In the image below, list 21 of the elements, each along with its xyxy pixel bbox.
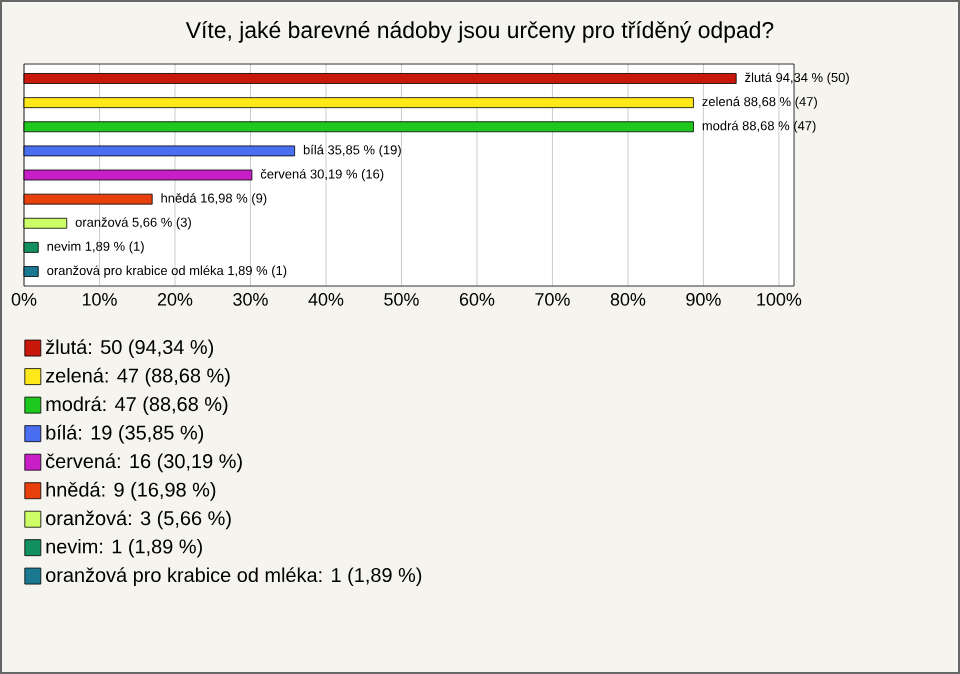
x-tick-label: 40%: [308, 293, 344, 306]
x-tick-label: 10%: [82, 293, 117, 306]
legend-label: oranžová: 3 (5,66 %): [46, 510, 231, 530]
x-tick-label: 20%: [157, 293, 193, 306]
legend-label: nevim: 1 (1,89 %): [46, 538, 202, 558]
x-tick-label: 70%: [535, 293, 570, 306]
x-tick-label: 100%: [757, 293, 802, 306]
legend-label: žlutá: 50 (94,34 %): [46, 339, 214, 359]
x-tick-label: 80%: [610, 293, 646, 306]
legend-label: hnědá: 9 (16,98 %): [46, 481, 216, 501]
legend-label: bílá: 19 (35,85 %): [46, 424, 204, 444]
legend-label: červená: 16 (30,19 %): [46, 453, 242, 473]
chart-title: Víte, jaké barevné nádoby jsou určeny pro tříděný odpad?: [185, 21, 774, 43]
x-tick-label: 90%: [686, 293, 721, 306]
legend-label: oranžová pro krabice od mléka: 1 (1,89 %): [46, 567, 422, 587]
legend-label: zelená: 47 (88,68 %): [46, 367, 230, 387]
legend-label: modrá: 47 (88,68 %): [46, 396, 228, 416]
x-tick-label: 60%: [459, 293, 495, 306]
x-tick-label: 50%: [384, 293, 419, 306]
x-tick-label: 30%: [233, 293, 268, 306]
x-tick-label: 0%: [11, 293, 37, 306]
